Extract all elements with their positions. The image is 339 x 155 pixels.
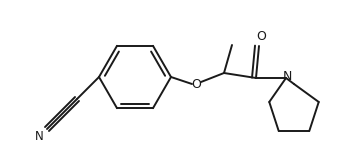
Text: O: O (191, 78, 201, 91)
Text: N: N (282, 69, 292, 82)
Text: N: N (35, 131, 43, 144)
Text: O: O (256, 31, 266, 44)
